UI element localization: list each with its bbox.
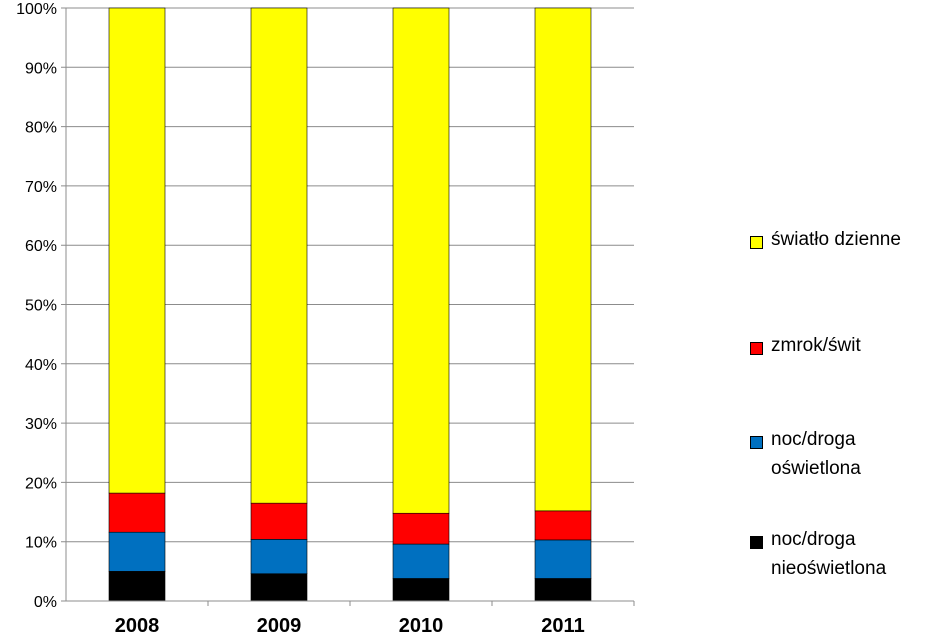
bar-segment-2010-0	[392, 578, 450, 602]
y-tick-label: 40%	[25, 357, 57, 374]
bar-segment-2009-0	[250, 573, 308, 602]
bar-segment-2009-3	[250, 7, 308, 504]
legend-swatch	[750, 236, 763, 249]
bar-segment-2011-0	[534, 578, 592, 602]
bar-segment-2010-1	[392, 543, 450, 579]
y-tick-label: 60%	[25, 238, 57, 255]
y-tick-label: 0%	[34, 594, 57, 611]
y-tick-label: 50%	[25, 298, 57, 315]
bar-segment-2010-2	[392, 512, 450, 545]
bar-segment-2010-3	[392, 7, 450, 514]
bars	[108, 7, 592, 602]
bar-segment-2008-2	[108, 492, 166, 533]
y-tick-label: 90%	[25, 60, 57, 77]
bar-segment-2011-3	[534, 7, 592, 512]
y-tick-label: 100%	[16, 1, 57, 18]
legend-label: światło dzienne	[771, 229, 901, 250]
y-tick-label: 10%	[25, 535, 57, 552]
legend-swatch	[750, 536, 763, 549]
bar-segment-2011-2	[534, 510, 592, 541]
legend-label: zmrok/świt	[771, 335, 861, 356]
y-tick-label: 80%	[25, 120, 57, 137]
x-tick-label: 2008	[115, 615, 160, 637]
bar-segment-2009-1	[250, 539, 308, 575]
x-tick-label: 2010	[399, 615, 444, 637]
bar-segment-2008-0	[108, 571, 166, 602]
y-tick-label: 30%	[25, 416, 57, 433]
legend-item: noc/droga nieoświetlona	[750, 529, 886, 583]
legend-swatch	[750, 342, 763, 355]
x-tick-label: 2009	[257, 615, 302, 637]
bar-segment-2008-1	[108, 531, 166, 572]
x-tick-label: 2011	[541, 615, 584, 637]
legend-item: zmrok/świt	[750, 335, 861, 360]
axes	[65, 8, 635, 606]
x-tick-labels: 2008 2009 2010 2011	[115, 615, 585, 637]
bar-segment-2011-1	[534, 539, 592, 579]
y-tick-labels: 0% 10% 20% 30% 40% 50% 60% 70% 80% 90% 100%	[16, 1, 57, 611]
y-tick-label: 20%	[25, 475, 57, 492]
bar-segment-2008-3	[108, 7, 166, 494]
y-tick-label: 70%	[25, 179, 57, 196]
legend-item: noc/droga oświetlona	[750, 429, 861, 483]
legend-swatch	[750, 436, 763, 449]
bar-segment-2009-2	[250, 502, 308, 540]
legend-label: noc/droga oświetlona	[771, 429, 861, 479]
legend-item: światło dzienne	[750, 229, 901, 254]
legend-label: noc/droga nieoświetlona	[771, 529, 887, 579]
